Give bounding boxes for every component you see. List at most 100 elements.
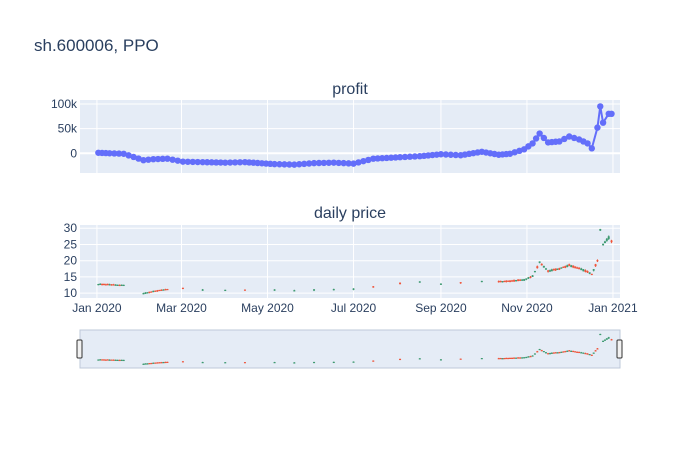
price-candle — [499, 280, 502, 283]
price-candle — [517, 278, 520, 282]
price-plot-area — [80, 225, 620, 298]
slider-candle — [509, 357, 512, 359]
price-candle — [156, 289, 159, 292]
price-candle — [596, 259, 599, 263]
profit-series — [95, 103, 615, 168]
range-slider-right-handle[interactable] — [616, 339, 623, 359]
price-candle — [547, 269, 550, 273]
profit-point — [529, 140, 536, 147]
price-x-tick-label: Nov 2020 — [501, 301, 553, 315]
profit-point — [203, 159, 211, 166]
price-candle — [503, 280, 506, 283]
slider-candle — [148, 363, 151, 365]
slider-candle — [97, 359, 100, 361]
price-candle — [102, 283, 105, 286]
price-x-tick-label: Jan 2021 — [588, 301, 638, 315]
price-candle — [580, 267, 583, 271]
profit-point — [452, 151, 459, 159]
slider-candle — [517, 357, 520, 359]
profit-point — [164, 155, 171, 162]
slider-candle — [513, 357, 516, 359]
price-candle — [116, 284, 119, 286]
profit-point — [355, 159, 362, 166]
slider-candle — [602, 340, 605, 342]
price-candle — [588, 272, 591, 275]
slider-candle — [570, 350, 573, 352]
slider-candle — [150, 362, 153, 365]
slider-candle — [603, 339, 606, 341]
profit-point — [325, 159, 333, 166]
slider-candle — [594, 350, 597, 352]
profit-point — [189, 158, 196, 166]
profit-point — [360, 157, 367, 165]
price-candle — [525, 278, 528, 281]
profit-point — [179, 158, 187, 165]
price-candle — [558, 267, 561, 271]
slider-candle — [102, 359, 105, 361]
price-candle — [164, 288, 167, 291]
slider-candle — [201, 361, 204, 364]
price-candle — [605, 237, 608, 242]
profit-point — [120, 150, 127, 157]
slider-candle — [459, 358, 462, 360]
profit-point — [345, 160, 352, 167]
profit-point — [335, 159, 342, 167]
price-candle — [515, 279, 518, 282]
price-candle — [544, 267, 547, 270]
profit-point — [159, 155, 166, 163]
price-candle — [144, 292, 147, 295]
profit-point — [310, 159, 318, 167]
price-candle — [99, 283, 102, 286]
price-candle — [602, 243, 605, 246]
price-candles — [97, 228, 613, 295]
slider-candle — [313, 361, 316, 364]
profit-point — [115, 150, 123, 157]
price-candle — [158, 289, 161, 292]
slider-candle — [580, 351, 583, 354]
price-candle — [533, 270, 536, 273]
price-candle — [224, 289, 227, 292]
slider-candle — [515, 357, 518, 359]
slider-candle — [101, 359, 104, 361]
slider-candle — [142, 363, 145, 365]
profit-point — [130, 153, 137, 161]
profit-point — [401, 153, 409, 161]
range-slider-left-handle[interactable] — [76, 339, 83, 359]
slider-candle — [144, 363, 147, 365]
price-y-tick-label: 30 — [64, 221, 78, 235]
slider-candle — [505, 357, 508, 360]
price-candle — [120, 284, 123, 286]
slider-candle — [224, 362, 227, 364]
profit-point — [437, 151, 445, 158]
price-candle — [513, 279, 516, 282]
slider-candle — [293, 362, 296, 364]
profit-point — [135, 155, 142, 162]
price-x-ticks: Jan 2020 Mar 2020 May 2020 Jul 2020 Sep 2020… — [72, 301, 638, 315]
slider-candle — [566, 350, 569, 352]
price-candle — [108, 283, 111, 286]
slider-candle — [352, 361, 355, 363]
price-y-ticks: 30 25 20 15 10 — [64, 221, 78, 300]
slider-candle — [568, 349, 571, 352]
slider-candle — [116, 359, 119, 362]
price-candle — [566, 264, 569, 268]
slider-candle — [527, 356, 530, 358]
profit-point — [194, 158, 201, 166]
price-candle — [527, 276, 530, 279]
price-candle — [586, 270, 589, 274]
price-candle — [243, 289, 246, 291]
price-candle — [542, 265, 545, 268]
price-x-tick-label: Sep 2020 — [415, 301, 467, 315]
slider-candle — [556, 352, 559, 354]
range-slider[interactable] — [76, 329, 623, 369]
slider-candle — [578, 351, 581, 354]
slider-candle — [547, 352, 550, 355]
price-candle — [540, 263, 543, 266]
price-candle — [509, 280, 512, 283]
price-candle — [552, 268, 555, 271]
profit-point — [300, 160, 308, 168]
slider-candle — [542, 351, 545, 353]
slider-candle — [550, 352, 553, 354]
